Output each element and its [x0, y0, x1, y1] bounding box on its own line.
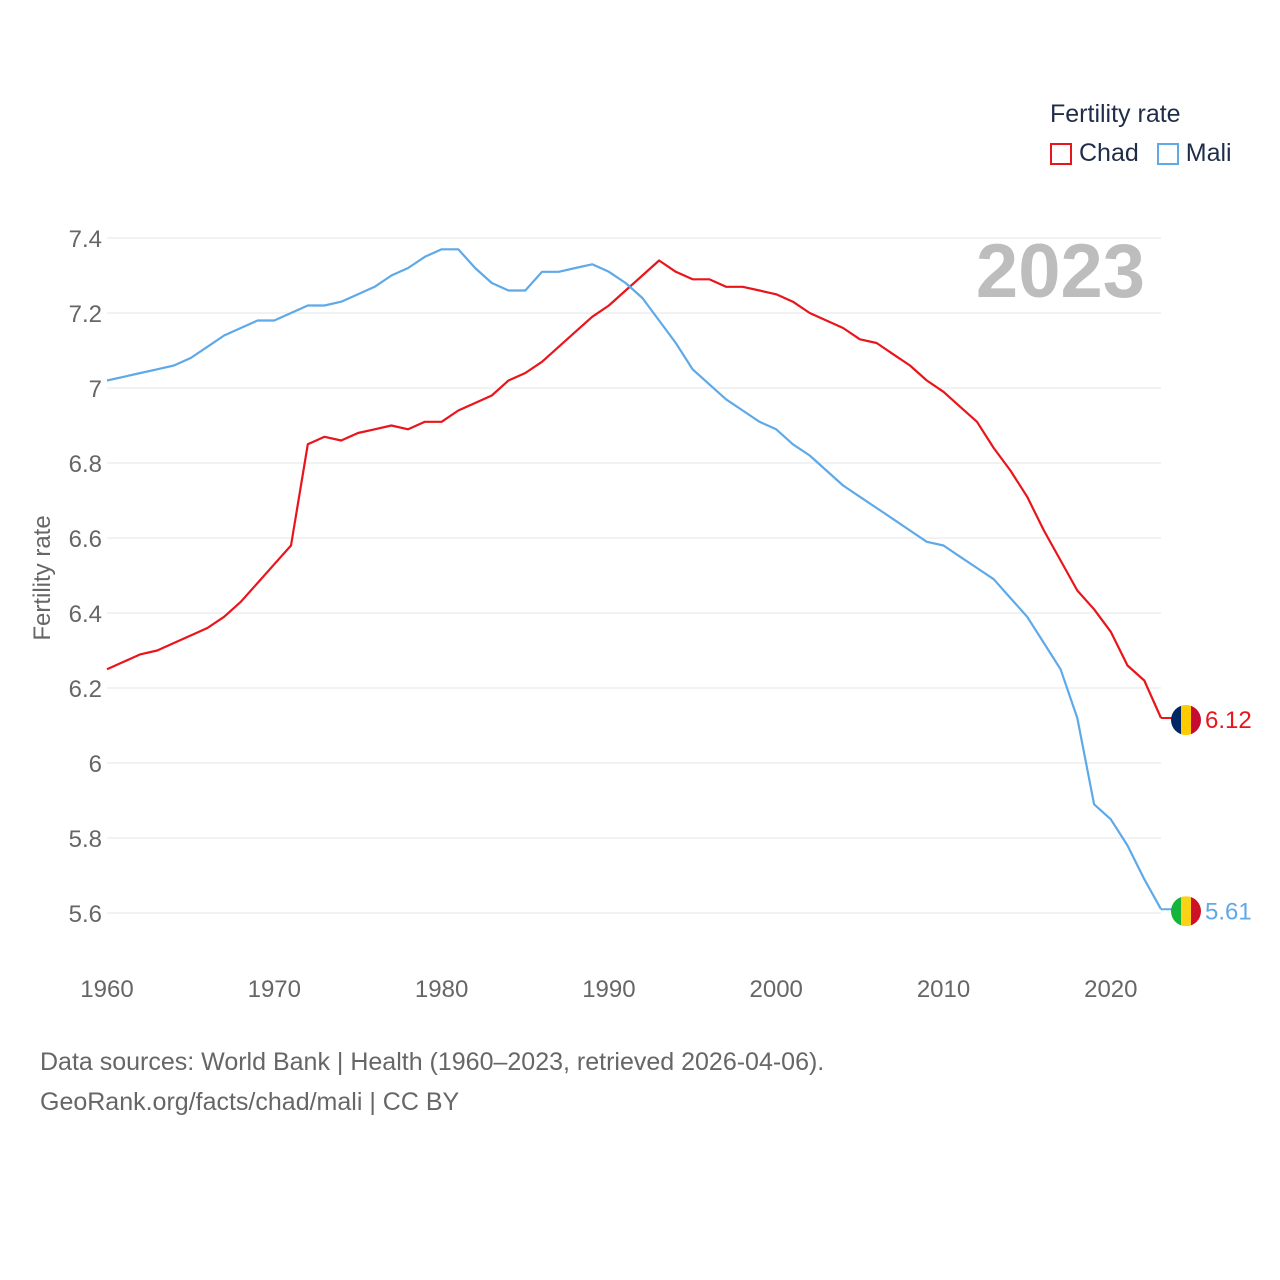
y-tick-label: 6 [89, 751, 102, 778]
y-tick-label: 6.6 [69, 526, 102, 553]
y-tick-label: 5.8 [69, 826, 102, 853]
legend-swatch-mali [1156, 142, 1179, 165]
x-tick-labels: 1960 1970 1980 1990 2000 2010 2020 [80, 976, 1137, 1003]
source-line-1: Data sources: World Bank | Health (1960–… [40, 1048, 825, 1076]
series-line-mali [106, 248, 1162, 910]
x-tick-label: 2020 [1084, 976, 1137, 1003]
series-line-chad [106, 259, 1163, 719]
source-line-2[interactable]: GeoRank.org/facts/chad/mali | CC BY [40, 1088, 460, 1116]
y-tick-label: 7.2 [69, 301, 102, 328]
x-tick-label: 2010 [917, 976, 970, 1003]
legend-title: Fertility rate [1050, 100, 1181, 128]
x-tick-label: 1960 [80, 976, 133, 1003]
legend-label-chad: Chad [1079, 139, 1139, 167]
x-tick-label: 2000 [750, 976, 803, 1003]
legend-item-mali[interactable]: Mali [1156, 139, 1232, 168]
end-markers: 6.12 5.61 [1161, 705, 1252, 927]
legend: Fertility rate Chad Mali [1050, 100, 1250, 168]
y-tick-label: 5.6 [69, 901, 102, 928]
source-note: Data sources: World Bank | Health (1960–… [40, 1042, 824, 1122]
flag-icon-mali [1171, 896, 1201, 927]
flag-icon-chad [1171, 705, 1201, 735]
series-lines [106, 248, 1163, 910]
legend-items: Chad Mali [1050, 139, 1250, 168]
end-value-label-mali: 5.61 [1205, 898, 1252, 925]
legend-label-mali: Mali [1185, 139, 1232, 167]
legend-item-chad[interactable]: Chad [1050, 139, 1139, 168]
x-tick-label: 1990 [582, 976, 635, 1003]
y-tick-label: 6.2 [69, 676, 102, 703]
end-value-label-chad: 6.12 [1205, 707, 1252, 734]
grid-lines [107, 237, 1161, 914]
x-tick-label: 1970 [248, 976, 301, 1003]
y-tick-label: 7 [89, 376, 102, 403]
y-tick-label: 6.4 [69, 601, 102, 628]
x-tick-label: 1980 [415, 976, 468, 1003]
y-tick-label: 6.8 [69, 451, 102, 478]
y-tick-labels: 5.6 5.8 6 6.2 6.4 6.6 6.8 7 7.2 7.4 [69, 226, 102, 928]
y-axis-label: Fertility rate [29, 515, 56, 640]
y-tick-label: 7.4 [69, 226, 102, 253]
year-badge: 2023 [975, 229, 1145, 314]
legend-swatch-chad [1050, 142, 1072, 165]
